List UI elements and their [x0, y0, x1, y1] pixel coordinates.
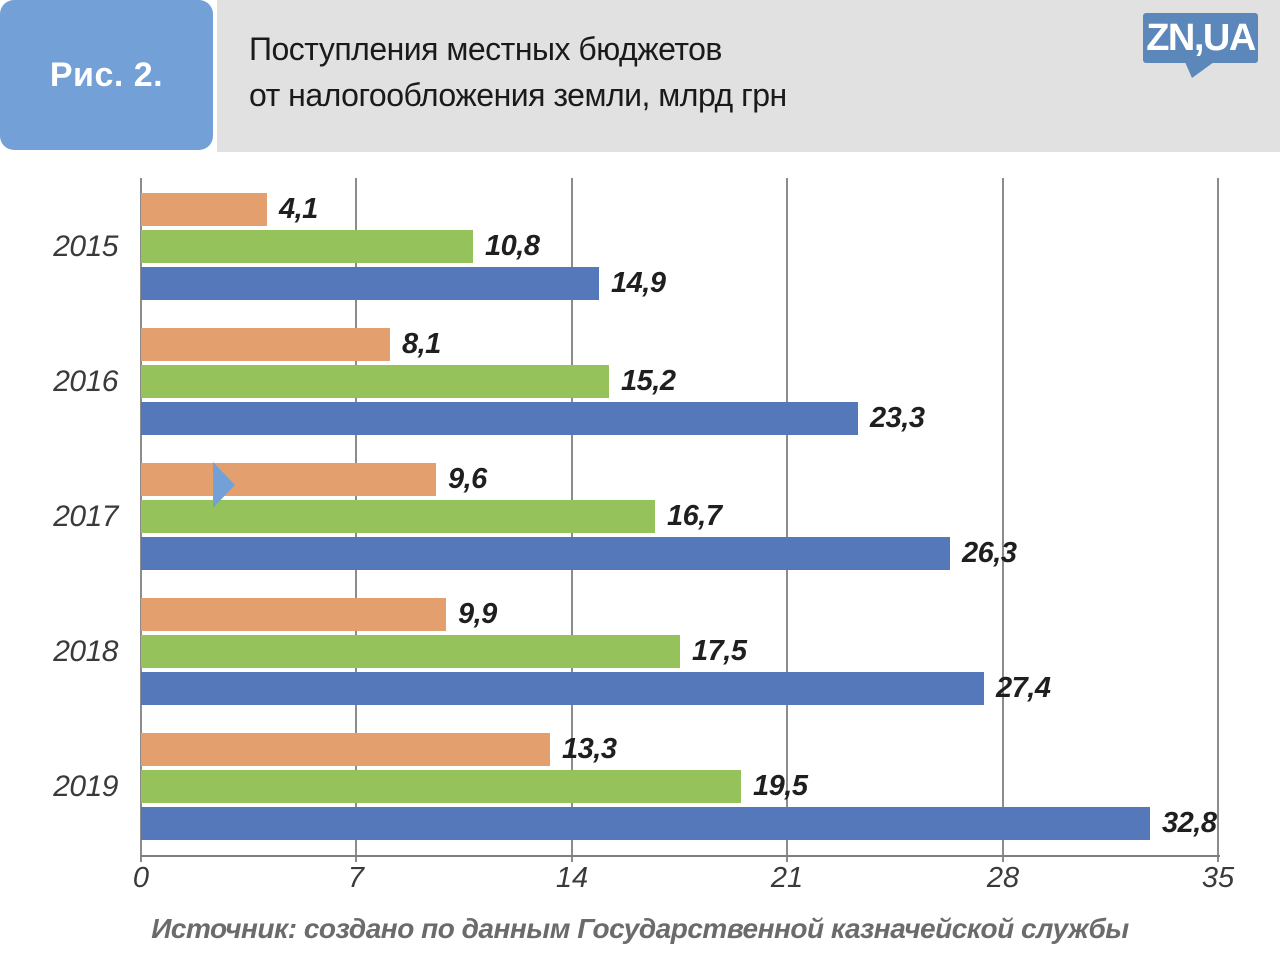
bar-2019-series-orange	[141, 733, 550, 766]
bar-2018-series-blue	[141, 672, 984, 705]
bar-2015-series-orange	[141, 193, 267, 226]
gridline-x-28	[1002, 178, 1004, 862]
bar-2018-series-green	[141, 635, 680, 668]
bar-value-2019-series-orange: 13,3	[562, 733, 617, 765]
x-axis-tick-14: 14	[555, 862, 589, 894]
x-axis-tick-0: 0	[132, 862, 150, 894]
bar-2015-series-blue	[141, 267, 599, 300]
bar-2015-series-green	[141, 230, 473, 263]
bar-value-2018-series-blue: 27,4	[996, 672, 1051, 704]
bar-value-2017-series-green: 16,7	[667, 500, 722, 532]
x-axis-tick-7: 7	[347, 862, 365, 894]
x-axis-tick-35: 35	[1201, 862, 1235, 894]
figure-number-badge: Рис. 2.	[0, 0, 213, 150]
chart-title-line2: от налогообложения земли, млрд грн	[249, 77, 787, 113]
plot-area: 4,1 10,8 14,9 8,1 15,2 23,3 9,6 16,7 26,3 9,9 17,5…	[140, 178, 1219, 862]
bar-2016-series-orange	[141, 328, 390, 361]
bar-2016-series-green	[141, 365, 609, 398]
bar-2016-series-blue	[141, 402, 858, 435]
chart-title: Поступления местных бюджетов от налогооб…	[249, 26, 787, 118]
x-axis-tick-21: 21	[770, 862, 804, 894]
bar-value-2017-series-orange: 9,6	[448, 463, 487, 495]
x-axis-line	[140, 855, 1220, 857]
bar-value-2015-series-blue: 14,9	[611, 267, 666, 299]
gridline-x-21	[786, 178, 788, 862]
header-bar: Поступления местных бюджетов от налогооб…	[217, 0, 1280, 152]
y-axis-label-2019: 2019	[53, 770, 118, 803]
bar-value-2018-series-orange: 9,9	[458, 598, 497, 630]
figure-number-label: Рис. 2.	[49, 55, 164, 94]
y-axis-label-2015: 2015	[53, 230, 118, 263]
chart-title-line1: Поступления местных бюджетов	[249, 31, 722, 67]
source-note: Источник: создано по данным Государствен…	[151, 913, 1129, 944]
y-axis-label-2018: 2018	[53, 635, 118, 668]
bar-value-2019-series-blue: 32,8	[1162, 807, 1217, 839]
y-axis-label-2016: 2016	[53, 365, 118, 398]
bar-value-2016-series-blue: 23,3	[870, 402, 925, 434]
znua-logo-tail-icon	[1185, 62, 1214, 78]
znua-logo-text: ZN,UA	[1146, 16, 1256, 59]
bar-value-2015-series-green: 10,8	[485, 230, 540, 262]
bar-value-2015-series-orange: 4,1	[279, 193, 318, 225]
bar-2017-series-orange	[141, 463, 436, 496]
bar-2019-series-blue	[141, 807, 1150, 840]
znua-logo: ZN,UA	[1143, 13, 1258, 63]
bar-value-2017-series-blue: 26,3	[962, 537, 1017, 569]
callout-arrow-icon	[213, 462, 235, 508]
bar-2017-series-blue	[141, 537, 950, 570]
bar-value-2016-series-orange: 8,1	[402, 328, 441, 360]
y-axis-label-2017: 2017	[53, 500, 118, 533]
bar-value-2018-series-green: 17,5	[692, 635, 747, 667]
bar-2018-series-orange	[141, 598, 446, 631]
bar-2019-series-green	[141, 770, 741, 803]
bar-value-2019-series-green: 19,5	[753, 770, 808, 802]
x-axis-tick-28: 28	[986, 862, 1020, 894]
gridline-x-35	[1217, 178, 1219, 862]
bar-value-2016-series-green: 15,2	[621, 365, 676, 397]
